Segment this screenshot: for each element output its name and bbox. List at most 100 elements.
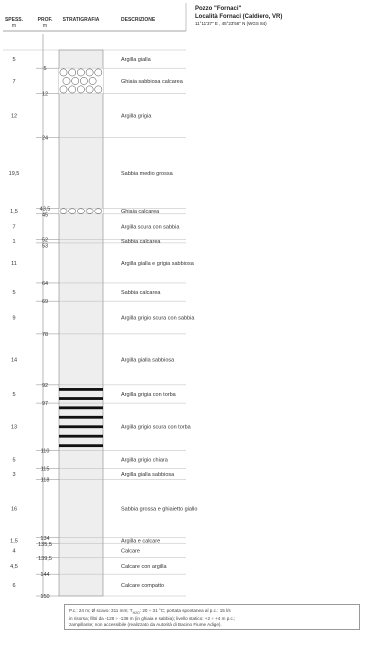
depth-label: 78 <box>42 332 48 338</box>
gravel-layer-fill <box>59 208 103 214</box>
gravel-layer-fill <box>59 68 103 94</box>
thickness-label: 1 <box>12 239 15 245</box>
strat-column <box>58 49 104 597</box>
layer-description: Ghiaia sabbiosa calcarea <box>121 79 184 85</box>
layer-labels: 5 5 Argilla gialla 12 7 Ghiaia sabbiosa calca… <box>9 57 198 600</box>
thickness-label: 9 <box>12 316 15 322</box>
depth-label: 52 <box>42 237 48 243</box>
depth-label: 139,5 <box>38 556 52 562</box>
depth-label: 45 <box>42 212 48 218</box>
depth-label: 118 <box>41 478 50 484</box>
column-headers: SPESS. m PROF. m STRATIGRAFIA DESCRIZION… <box>5 17 156 29</box>
layer-description: Argilla grigia <box>121 114 152 120</box>
gravel-pebble <box>88 77 97 85</box>
gravel-pebble <box>77 208 85 214</box>
well-coordinates: 11°11'37" E , 45°23'56" N (WGS 84) <box>195 21 267 26</box>
thickness-label: 14 <box>11 357 17 363</box>
thickness-label: 7 <box>12 79 15 85</box>
gravel-pebble <box>68 208 77 214</box>
gravel-pebble <box>68 85 77 94</box>
layer-description: Sabbia calcarea <box>121 290 161 296</box>
gravel-pebble <box>62 77 71 85</box>
thickness-label: 1,5 <box>10 538 18 544</box>
header-depth: PROF. <box>38 17 53 23</box>
layer-description: Argilla gialla <box>121 57 152 63</box>
header-thickness-unit: m <box>12 23 16 29</box>
thickness-label: 5 <box>12 57 15 63</box>
thickness-label: 6 <box>12 583 15 589</box>
thickness-label: 12 <box>11 114 17 120</box>
layer-description: Argilla grigio scura con sabbia <box>121 316 195 322</box>
thickness-label: 4 <box>12 549 15 555</box>
thickness-label: 3 <box>12 472 15 478</box>
layer-description: Calcare <box>121 549 140 555</box>
depth-label: 12 <box>42 92 48 98</box>
well-title: Pozzo "Fornaci" Località Fornaci (Caldie… <box>195 6 282 26</box>
gravel-pebble <box>68 68 77 77</box>
gravel-pebble <box>59 208 68 214</box>
gravel-pebble <box>94 208 103 214</box>
note-line1: P.c.: 24 m; Ø scavo: 311 mm; T <box>69 608 133 613</box>
gravel-pebble <box>59 68 68 77</box>
gravel-pebble <box>77 85 85 94</box>
note-subscript: H2O <box>132 610 140 615</box>
layer-description: Argilla grigia con torba <box>121 392 177 398</box>
layer-boundaries <box>3 49 186 597</box>
thickness-label: 11 <box>11 261 17 267</box>
thickness-label: 7 <box>12 225 15 231</box>
depth-label: 24 <box>42 135 48 141</box>
peat-band <box>59 397 103 400</box>
peat-band <box>59 444 103 448</box>
layer-description: Argilla gialla e grigia sabbiosa <box>121 261 195 267</box>
header-depth-unit: m <box>43 23 47 29</box>
layer-description: Argilla gialla sabbiosa <box>121 472 175 478</box>
layer-description: Argilla grigio chiara <box>121 458 169 464</box>
depth-label: 110 <box>41 448 50 454</box>
layer-description: Sabbia grossa e ghiaietto giallo <box>121 507 197 513</box>
thickness-label: 16 <box>11 507 17 513</box>
peat-band <box>59 425 103 429</box>
gravel-pebble <box>85 208 94 214</box>
header-description: DESCRIZIONE <box>121 17 156 23</box>
depth-label: 97 <box>42 401 48 407</box>
depth-label: 53 <box>42 243 48 249</box>
depth-label: 5 <box>43 66 46 72</box>
gravel-pebble <box>94 85 103 94</box>
layer-description: Calcare con argilla <box>121 564 167 570</box>
thickness-label: 13 <box>11 425 17 431</box>
thickness-label: 5 <box>12 392 15 398</box>
layer-description: Argilla grigio scura con torba <box>121 425 192 431</box>
note-line2: in risorsa; filtri da -128 ÷ -138 m (in … <box>69 615 236 621</box>
layer-description: Calcare compatto <box>121 583 164 589</box>
thickness-label: 19,5 <box>9 171 20 177</box>
gravel-pebble <box>77 68 85 77</box>
depth-label: 150 <box>40 594 49 600</box>
depth-label: 135,5 <box>38 542 52 548</box>
depth-label: 134 <box>40 536 49 542</box>
note-line3: zampillante; non accessibile (realizzato… <box>69 621 222 627</box>
depth-label: 92 <box>42 383 48 389</box>
header-thickness: SPESS. <box>5 17 24 23</box>
gravel-pebble <box>59 85 68 94</box>
depth-label: 69 <box>42 299 48 305</box>
well-notes-box: P.c.: 24 m; Ø scavo: 311 mm; TH2O: 20 ÷ … <box>64 604 360 630</box>
depth-label: 115 <box>41 467 50 473</box>
peat-band <box>59 434 103 438</box>
gravel-pebble <box>94 68 103 77</box>
well-location: Località Fornaci (Caldiero, VR) <box>195 14 282 20</box>
depth-label: 43,5 <box>40 206 51 212</box>
header-stratigraphy: STRATIGRAFIA <box>63 17 100 23</box>
gravel-pebble <box>85 85 94 94</box>
layer-description: Argilla scura con sabbia <box>121 225 180 231</box>
layer-description: Argilla e calcare <box>121 538 160 544</box>
depth-label: 144 <box>40 572 49 578</box>
thickness-label: 5 <box>12 458 15 464</box>
thickness-label: 4,5 <box>10 564 18 570</box>
layer-fills <box>59 68 103 448</box>
depth-label: 64 <box>42 281 48 287</box>
peat-band <box>59 388 103 391</box>
note-line1b: : 20 ÷ 31 °C; portata spontanea al p.c.:… <box>139 608 231 613</box>
layer-description: Argilla gialla sabbiosa <box>121 357 175 363</box>
gravel-pebble <box>71 77 80 85</box>
